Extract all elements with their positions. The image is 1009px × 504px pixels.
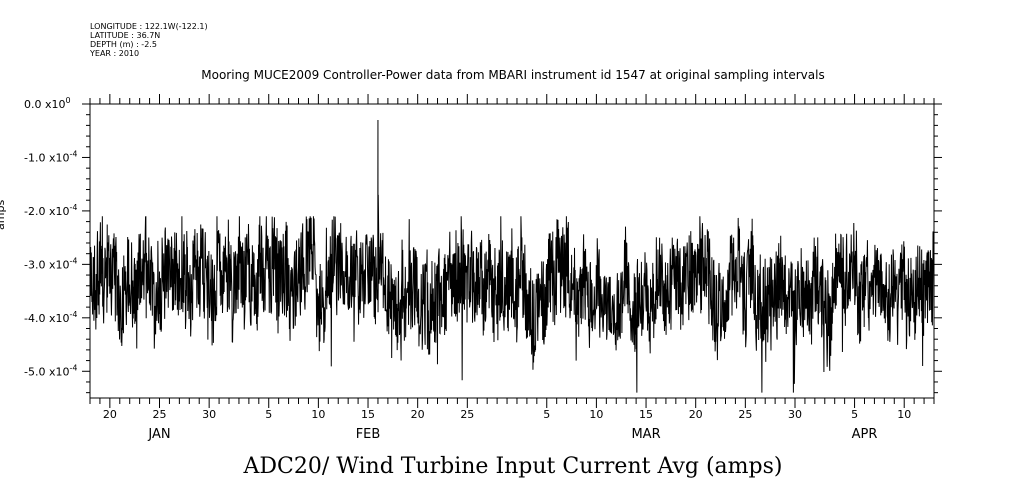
- chart-title: Mooring MUCE2009 Controller-Power data f…: [201, 68, 825, 82]
- x-month-label: JAN: [147, 427, 170, 442]
- x-tick-label: 10: [589, 408, 603, 421]
- x-tick-label: 30: [202, 408, 216, 421]
- x-tick-label: 5: [265, 408, 272, 421]
- x-month-label: MAR: [631, 427, 660, 442]
- x-tick-label: 15: [639, 408, 653, 421]
- y-tick-exponent: -4: [69, 363, 77, 372]
- y-tick-label: -1.0 x10-4: [24, 149, 77, 164]
- year-text: YEAR : 2010: [90, 49, 140, 58]
- x-tick-label: 20: [411, 408, 425, 421]
- x-tick-label: 20: [689, 408, 703, 421]
- x-month-label: APR: [852, 427, 878, 442]
- y-tick-label: -5.0 x10-4: [24, 363, 77, 378]
- y-tick-label: -2.0 x10-4: [24, 203, 77, 218]
- y-tick-label: 0.0 x100: [24, 96, 71, 111]
- y-tick-exponent: -4: [69, 203, 77, 212]
- longitude-text: LONGITUDE : 122.1W(-122.1): [90, 22, 208, 31]
- x-month-label: FEB: [356, 427, 381, 442]
- latitude-text: LATITUDE : 36.7N: [90, 31, 161, 40]
- x-axis: 20 25 30 5 10 15 20 25 5 10 15 20 25 30 5 10 JAN FEB MAR AP…: [89, 94, 935, 442]
- x-tick-label: 15: [361, 408, 375, 421]
- y-tick-exponent: 0: [66, 96, 71, 105]
- mooring-metadata: LONGITUDE : 122.1W(-122.1) LATITUDE : 36…: [90, 22, 208, 58]
- y-tick-exponent: -4: [69, 310, 77, 319]
- x-tick-label: 30: [788, 408, 802, 421]
- x-tick-label: 5: [851, 408, 858, 421]
- x-tick-label: 5: [543, 408, 550, 421]
- x-tick-label: 20: [103, 408, 117, 421]
- y-tick-exponent: -4: [69, 256, 77, 265]
- x-tick-label: 25: [460, 408, 474, 421]
- x-tick-label: 10: [311, 408, 325, 421]
- y-axis: 0.0 x100-1.0 x10-4-2.0 x10-4-3.0 x10-4-4…: [24, 96, 942, 394]
- x-tick-label: 25: [153, 408, 167, 421]
- x-axis-title: ADC20/ Wind Turbine Input Current Avg (a…: [243, 454, 783, 479]
- x-tick-label: 10: [897, 408, 911, 421]
- y-tick-exponent: -4: [69, 149, 77, 158]
- depth-text: DEPTH (m) : -2.5: [90, 40, 157, 49]
- y-tick-label: -4.0 x10-4: [24, 310, 77, 325]
- series-line: [89, 120, 935, 393]
- y-tick-label: -3.0 x10-4: [24, 256, 77, 271]
- x-tick-label: 25: [738, 408, 752, 421]
- series-layer: [89, 120, 935, 393]
